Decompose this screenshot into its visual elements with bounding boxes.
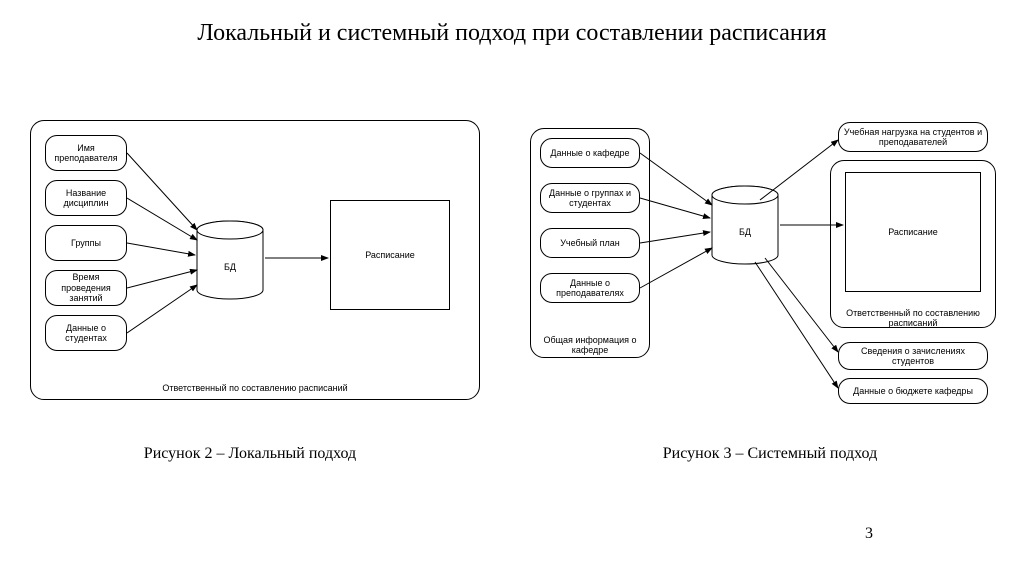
left-container-label: Ответственный по составлению расписаний <box>31 383 479 393</box>
top-output-label: Учебная нагрузка на студентов и преподав… <box>843 127 983 148</box>
input-label: Группы <box>71 238 101 248</box>
input-label: Имя преподавателя <box>50 143 122 164</box>
main-output-box: Расписание <box>845 172 981 292</box>
right-inputs-group-label: Общая информация о кафедре <box>530 335 650 355</box>
top-output-box: Учебная нагрузка на студентов и преподав… <box>838 122 988 152</box>
input-box: Данные о группах и студентах <box>540 183 640 213</box>
input-label: Данные о студентах <box>50 323 122 344</box>
figure-caption-right: Рисунок 3 – Системный подход <box>620 445 920 463</box>
input-box: Данные о кафедре <box>540 138 640 168</box>
output-box: Расписание <box>330 200 450 310</box>
bottom-output-label: Данные о бюджете кафедры <box>853 386 973 396</box>
page-title: Локальный и системный подход при составл… <box>0 20 1024 47</box>
input-box: Время проведения занятий <box>45 270 127 306</box>
database-icon: БД <box>195 220 265 300</box>
input-label: Данные о группах и студентах <box>545 188 635 209</box>
input-label: Данные о преподавателях <box>545 278 635 299</box>
db-label: БД <box>195 262 265 272</box>
figure-caption-left: Рисунок 2 – Локальный подход <box>110 445 390 463</box>
input-label: Учебный план <box>560 238 620 248</box>
input-label: Название дисциплин <box>50 188 122 209</box>
input-box: Учебный план <box>540 228 640 258</box>
input-box: Данные о студентах <box>45 315 127 351</box>
right-outputs-group-label: Ответственный по составлению расписаний <box>830 308 996 328</box>
main-output-label: Расписание <box>888 227 938 237</box>
db-label: БД <box>710 227 780 237</box>
input-box: Название дисциплин <box>45 180 127 216</box>
page-number: 3 <box>865 525 873 543</box>
input-box: Имя преподавателя <box>45 135 127 171</box>
input-label: Время проведения занятий <box>50 272 122 303</box>
bottom-output-box: Данные о бюджете кафедры <box>838 378 988 404</box>
bottom-output-box: Сведения о зачислениях студентов <box>838 342 988 370</box>
input-box: Группы <box>45 225 127 261</box>
database-icon: БД <box>710 185 780 265</box>
input-box: Данные о преподавателях <box>540 273 640 303</box>
output-label: Расписание <box>365 250 415 260</box>
input-label: Данные о кафедре <box>550 148 629 158</box>
bottom-output-label: Сведения о зачислениях студентов <box>843 346 983 367</box>
